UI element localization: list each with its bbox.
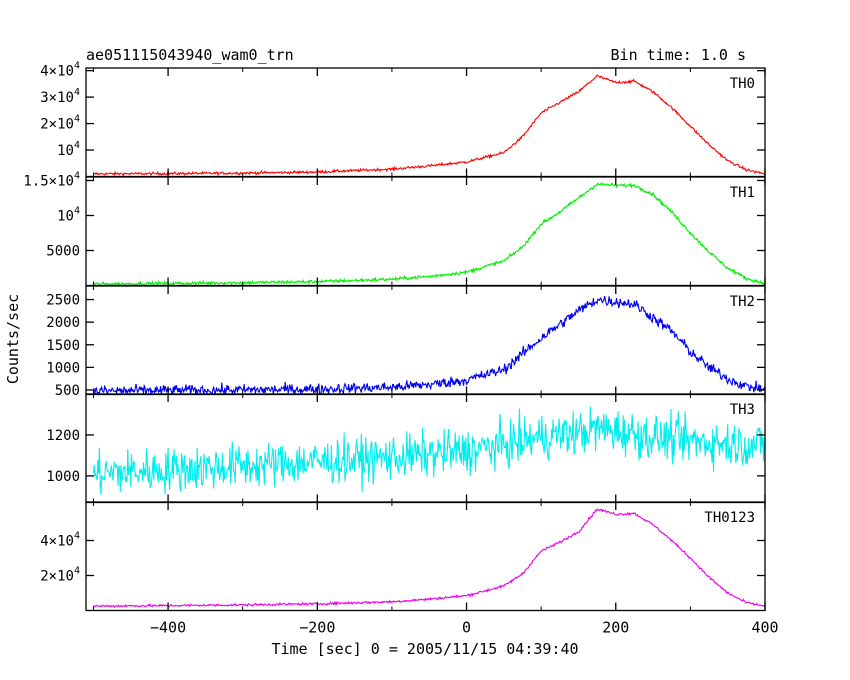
y-tick-label: 2×104 — [40, 566, 80, 585]
panel-label-th2: TH2 — [730, 294, 755, 310]
y-tick-label: 4×104 — [40, 531, 80, 550]
series-line-th2 — [93, 295, 766, 396]
x-tick-label: −200 — [299, 619, 335, 637]
series-line-th0123 — [93, 508, 766, 609]
y-tick-label: 2500 — [46, 293, 80, 309]
y-tick-label: 3×104 — [40, 87, 80, 106]
panel-frame-th0123 — [85, 501, 766, 612]
chart-title: ae051115043940_wam0_trn — [86, 46, 294, 64]
y-axis-label: Counts/sec — [4, 294, 22, 384]
series-line-th3 — [92, 406, 766, 495]
panel-frame-th2 — [85, 285, 766, 396]
x-tick-label: 0 — [462, 619, 471, 637]
panel-label-th0: TH0 — [730, 76, 755, 92]
panel-label-th1: TH1 — [730, 185, 755, 201]
y-tick-label: 1.5×104 — [23, 171, 80, 190]
x-tick-label: 400 — [751, 619, 778, 637]
y-tick-label: 500 — [55, 383, 80, 399]
y-tick-label: 104 — [57, 140, 80, 159]
x-tick-label: 200 — [602, 619, 629, 637]
y-tick-label: 2×104 — [40, 114, 80, 133]
series-line-th0 — [93, 74, 766, 177]
y-tick-label: 2000 — [46, 315, 80, 331]
panels-group: 1042×1043×1044×104TH050001041.5×104TH150… — [23, 61, 778, 637]
bin-time-label: Bin time: 1.0 s — [611, 46, 746, 64]
y-tick-label: 1000 — [46, 360, 80, 376]
x-tick-label: −400 — [150, 619, 186, 637]
panel-frame-th1 — [85, 176, 766, 287]
y-tick-label: 1500 — [46, 338, 80, 354]
panel-label-th0123: TH0123 — [704, 510, 755, 526]
x-axis-label: Time [sec] 0 = 2005/11/15 04:39:40 — [271, 640, 578, 658]
y-tick-label: 5000 — [46, 244, 80, 260]
y-tick-label: 104 — [57, 206, 80, 225]
y-tick-label: 4×104 — [40, 61, 80, 80]
series-line-th1 — [93, 181, 766, 287]
panel-frame-th0 — [85, 67, 766, 178]
y-tick-label: 1200 — [46, 428, 80, 444]
y-tick-label: 1000 — [46, 469, 80, 485]
panel-label-th3: TH3 — [730, 402, 755, 418]
